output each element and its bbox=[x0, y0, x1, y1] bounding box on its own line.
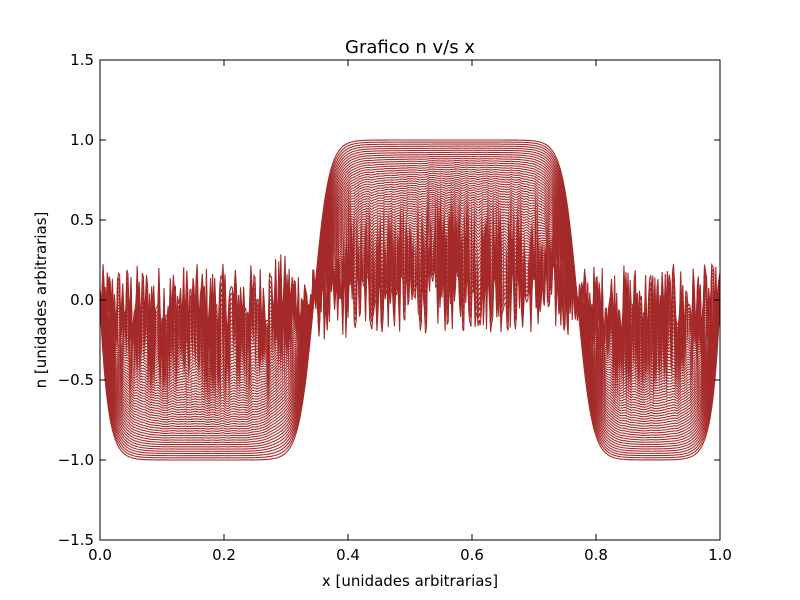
series-line bbox=[99, 168, 721, 430]
series-line bbox=[99, 162, 721, 437]
series-line bbox=[99, 219, 721, 377]
x-tick-label: 1.0 bbox=[708, 546, 732, 564]
series-line bbox=[99, 225, 721, 370]
y-tick-label: −1.5 bbox=[58, 531, 94, 549]
series-line bbox=[99, 180, 721, 417]
series-line bbox=[99, 183, 721, 414]
series-line bbox=[99, 200, 721, 396]
series-line bbox=[99, 185, 721, 412]
series-line bbox=[99, 157, 721, 441]
series-line bbox=[99, 147, 721, 452]
x-tick-label: 0.8 bbox=[584, 546, 608, 564]
series-line bbox=[99, 159, 721, 439]
series-line bbox=[99, 176, 721, 421]
series-line bbox=[99, 170, 721, 428]
series-line bbox=[99, 189, 721, 408]
series-line bbox=[99, 197, 721, 398]
x-axis-label: x [unidades arbitrarias] bbox=[322, 572, 498, 590]
series-line bbox=[99, 164, 721, 435]
series-line bbox=[99, 202, 721, 394]
y-tick-label: −1.0 bbox=[58, 451, 94, 469]
series-line bbox=[99, 149, 721, 450]
y-tick-label: 1.0 bbox=[70, 131, 94, 149]
series-line bbox=[99, 172, 721, 426]
series-line bbox=[99, 208, 721, 387]
series-line bbox=[99, 210, 721, 385]
y-axis: −1.5 −1.0 −0.5 0.0 0.5 1.0 1.5 bbox=[58, 51, 720, 549]
series-line bbox=[99, 223, 721, 372]
series-line bbox=[99, 191, 721, 405]
x-tick-label: 0.0 bbox=[88, 546, 112, 564]
series-line bbox=[99, 155, 721, 444]
series-line bbox=[99, 143, 721, 457]
plot-lines bbox=[99, 139, 721, 461]
y-tick-label: −0.5 bbox=[58, 371, 94, 389]
series-line bbox=[99, 195, 721, 401]
series-line bbox=[99, 141, 721, 459]
series-line bbox=[99, 206, 721, 390]
series-line bbox=[99, 221, 721, 374]
x-tick-label: 0.6 bbox=[460, 546, 484, 564]
series-line bbox=[99, 213, 721, 383]
series-line bbox=[99, 178, 721, 419]
x-tick-label: 0.2 bbox=[212, 546, 236, 564]
series-line bbox=[99, 145, 721, 455]
series-line bbox=[99, 193, 721, 403]
series-line bbox=[99, 174, 721, 423]
series-line bbox=[99, 139, 721, 461]
y-tick-label: 1.5 bbox=[70, 51, 94, 69]
series-line bbox=[99, 166, 721, 432]
series-line bbox=[99, 231, 721, 363]
series-line bbox=[99, 227, 721, 368]
y-axis-label: n [unidades arbitrarias] bbox=[32, 212, 50, 389]
series-line bbox=[99, 187, 721, 410]
series-line bbox=[99, 215, 721, 381]
y-tick-label: 0.0 bbox=[70, 291, 94, 309]
series-line bbox=[99, 217, 721, 379]
series-line bbox=[99, 153, 721, 446]
series-line bbox=[99, 204, 721, 392]
chart-title: Grafico n v/s x bbox=[345, 37, 475, 58]
y-tick-label: 0.5 bbox=[70, 211, 94, 229]
series-line bbox=[99, 151, 721, 448]
x-tick-label: 0.4 bbox=[336, 546, 360, 564]
x-axis: 0.0 0.2 0.4 0.6 0.8 1.0 bbox=[88, 60, 732, 564]
series-line bbox=[99, 229, 721, 365]
